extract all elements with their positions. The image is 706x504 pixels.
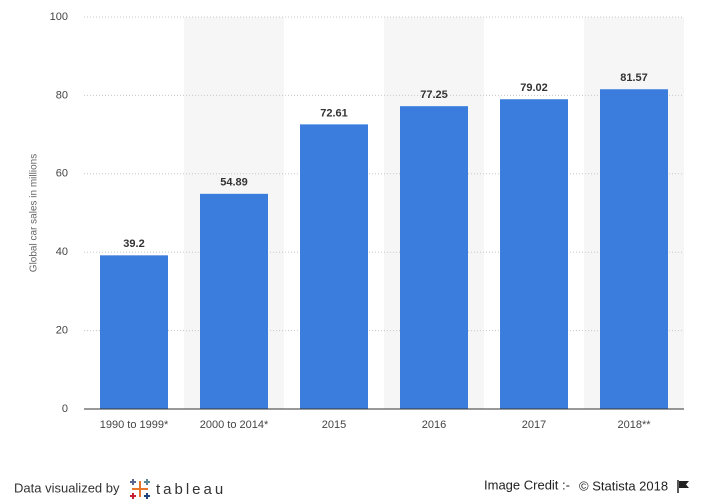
y-axis-label: Global car sales in millions (29, 154, 40, 272)
y-tick-label: 100 (50, 11, 68, 23)
brand-text: tableau (156, 481, 226, 498)
x-tick-label: 1990 to 1999* (100, 419, 169, 431)
bar (200, 193, 268, 409)
y-tick-label: 20 (56, 325, 68, 337)
value-label: 72.61 (320, 107, 348, 119)
x-tick-label: 2018** (617, 419, 651, 431)
y-tick-label: 60 (56, 168, 68, 180)
bar (400, 106, 468, 410)
bar (500, 99, 568, 409)
footer-text: Data visualized by (14, 480, 120, 495)
x-tick-label: 2016 (422, 419, 446, 431)
tableau-logo-icon (130, 479, 150, 499)
value-label: 79.02 (520, 82, 548, 94)
bar (600, 89, 668, 409)
value-label: 77.25 (420, 89, 448, 101)
value-label: 54.89 (220, 177, 248, 189)
y-tick-label: 0 (62, 403, 68, 415)
x-tick-label: 2000 to 2014* (200, 419, 269, 431)
value-label: 39.2 (123, 238, 144, 250)
bar (100, 255, 168, 409)
credit-label: Image Credit :- (484, 477, 570, 492)
y-tick-label: 40 (56, 246, 68, 258)
bar (300, 124, 368, 409)
x-tick-label: 2017 (522, 419, 546, 431)
credit-source: © Statista 2018 (579, 478, 668, 493)
y-tick-label: 80 (56, 89, 68, 101)
flag-icon (677, 480, 689, 493)
value-label: 81.57 (620, 72, 648, 84)
x-tick-label: 2015 (322, 419, 346, 431)
